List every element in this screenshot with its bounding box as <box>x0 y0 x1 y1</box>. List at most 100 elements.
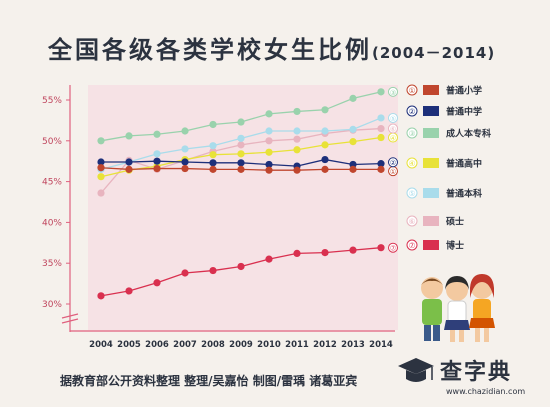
data-point <box>237 118 245 126</box>
legend-label: 成人本专科 <box>446 128 491 140</box>
logo-mortarboard-icon <box>398 358 434 382</box>
legend-number: ③ <box>409 129 416 138</box>
series-end-marker <box>388 242 398 253</box>
data-point <box>125 132 133 140</box>
chart-title-years: (2004－2014) <box>372 44 496 62</box>
data-point <box>97 189 105 197</box>
data-point <box>265 166 273 174</box>
x-tick-label: 2007 <box>173 340 197 350</box>
data-point <box>349 246 357 254</box>
data-point <box>181 127 189 135</box>
data-point <box>209 266 217 275</box>
data-point <box>265 127 273 135</box>
data-point <box>377 124 385 133</box>
data-point <box>181 145 189 153</box>
data-point <box>265 255 273 263</box>
series-end-number: ⑥ <box>390 126 396 134</box>
series-end-marker <box>388 123 398 134</box>
x-tick-label: 2008 <box>201 340 225 350</box>
chart-title: 全国各级各类学校女生比例(2004－2014) <box>48 30 495 65</box>
data-point <box>293 249 301 258</box>
y-tick-label: 45% <box>42 178 62 188</box>
x-tick-label: 2005 <box>117 340 141 350</box>
data-point <box>153 130 161 138</box>
data-point <box>237 262 245 271</box>
data-point <box>321 165 329 173</box>
plot-background <box>88 85 398 330</box>
data-point <box>125 287 133 295</box>
data-point <box>349 125 357 133</box>
data-point <box>181 164 189 173</box>
x-tick-label: 2012 <box>313 340 337 350</box>
data-point <box>293 107 301 116</box>
data-point <box>293 135 301 143</box>
data-point <box>153 279 161 287</box>
series-end-number: ① <box>390 168 396 176</box>
data-point <box>321 155 329 164</box>
data-point <box>97 158 105 166</box>
legend-number-circle <box>406 105 418 117</box>
student-boy-icon <box>421 277 443 341</box>
student-girl-icon <box>444 276 470 342</box>
source-credit: 据教育部公开资料整理 整理/吴嘉怡 制图/雷瑀 诸葛亚宾 <box>60 374 358 388</box>
series-end-number: ② <box>390 159 396 167</box>
legend-label: 普通小学 <box>446 85 482 97</box>
legend-swatch <box>423 85 439 95</box>
legend-label: 硕士 <box>446 216 464 228</box>
data-point <box>349 138 357 146</box>
data-point <box>237 141 245 149</box>
y-tick-label: 35% <box>42 259 62 269</box>
data-point <box>97 173 105 181</box>
legend-number: ⑦ <box>409 241 416 250</box>
students-illustration <box>421 274 495 342</box>
data-point <box>321 141 329 149</box>
x-tick-label: 2010 <box>257 340 281 350</box>
x-tick-label: 2006 <box>145 340 169 350</box>
legend-label: 普通中学 <box>446 106 482 118</box>
data-point <box>209 142 217 150</box>
x-tick-label: 2011 <box>285 340 309 350</box>
data-point <box>293 166 301 174</box>
legend-swatch <box>423 188 439 198</box>
data-point <box>377 160 385 168</box>
series-end-number: ⑤ <box>390 115 396 123</box>
legend-number: ① <box>409 86 416 95</box>
student-girl2-icon <box>469 274 495 342</box>
legend-number-circle <box>406 239 418 251</box>
data-point <box>349 165 357 173</box>
data-point <box>265 137 273 145</box>
data-point <box>321 106 329 114</box>
data-point <box>97 164 105 172</box>
axis-break-mark <box>61 313 79 324</box>
data-point <box>293 127 301 135</box>
series-end-number: ③ <box>390 89 396 97</box>
legend-number: ④ <box>409 159 416 168</box>
data-point <box>349 94 357 102</box>
y-tick-label: 55% <box>42 96 62 106</box>
data-point <box>377 114 385 122</box>
logo-url: www.chazidian.com <box>446 387 526 396</box>
data-point <box>265 110 273 118</box>
series-end-number: ④ <box>390 135 396 143</box>
data-point <box>377 133 385 142</box>
data-point <box>321 248 329 257</box>
legend-number-circle <box>406 187 418 199</box>
data-point <box>265 160 273 169</box>
legend-number-circle <box>406 127 418 139</box>
x-tick-label: 2004 <box>89 340 113 350</box>
legend-number: ⑥ <box>409 217 416 226</box>
legend-label: 普通本科 <box>446 188 482 200</box>
legend-number: ⑤ <box>409 189 416 198</box>
legend-number-circle <box>406 157 418 169</box>
data-point <box>209 165 217 173</box>
legend-swatch <box>423 128 439 138</box>
data-point <box>125 165 133 173</box>
series-end-marker <box>388 157 398 168</box>
data-point <box>153 164 161 173</box>
legend-swatch <box>423 158 439 168</box>
data-point <box>377 88 385 96</box>
x-tick-label: 2009 <box>229 340 253 350</box>
data-point <box>265 148 273 156</box>
data-point <box>237 134 245 142</box>
